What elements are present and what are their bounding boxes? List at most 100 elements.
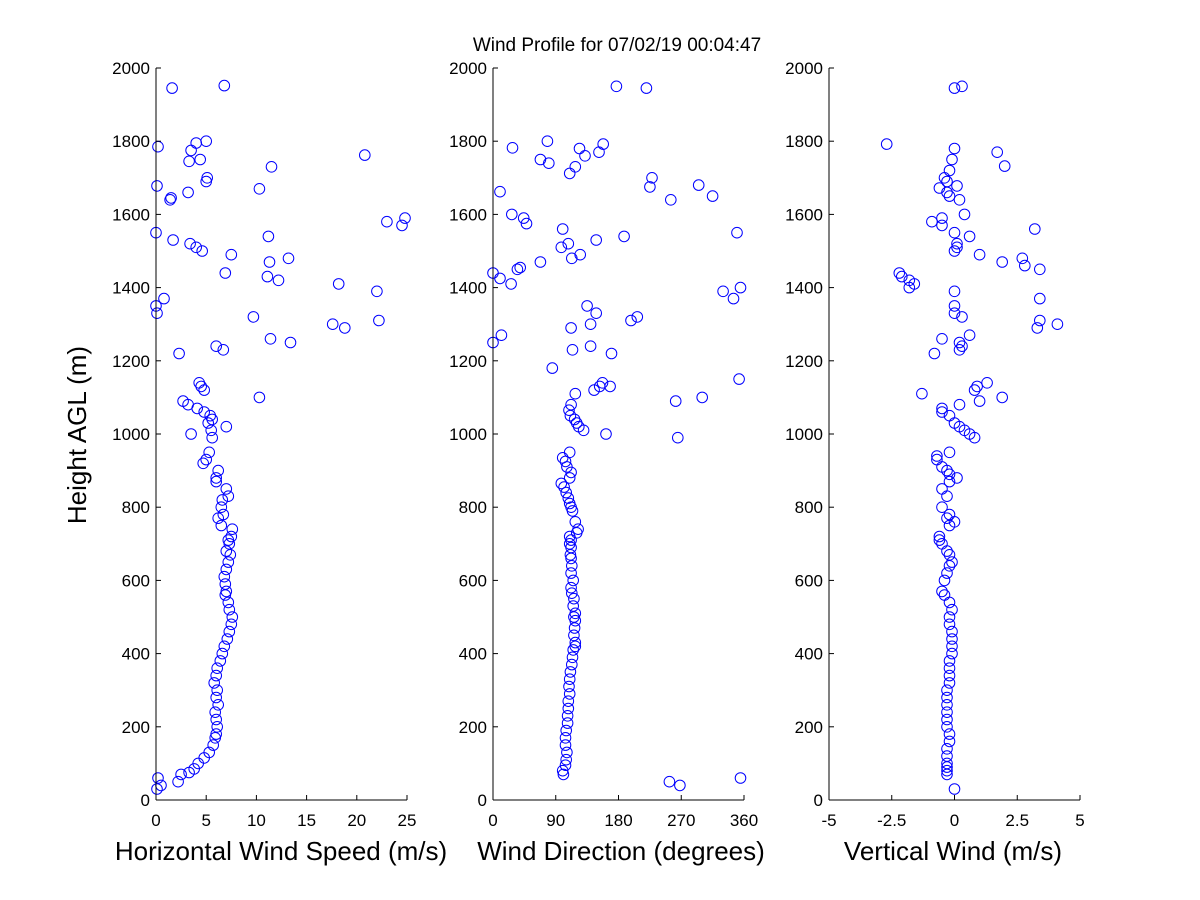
speed-point <box>197 457 209 470</box>
vertical-point <box>943 446 956 459</box>
speed-point <box>219 578 232 590</box>
speed-point <box>205 424 217 437</box>
speed-point <box>158 292 170 305</box>
direction-point <box>569 516 582 528</box>
speed-point <box>183 155 195 168</box>
direction-point <box>565 322 577 334</box>
speed-point <box>184 237 196 250</box>
direction-point <box>672 431 684 444</box>
direction-point <box>588 384 600 396</box>
speed-x-tick-label: 0 <box>151 811 160 830</box>
speed-point <box>212 464 224 477</box>
speed-y-tick-label: 0 <box>141 791 150 810</box>
vertical-point <box>941 567 953 579</box>
direction-x-tick-label: 180 <box>604 811 632 830</box>
speed-point <box>381 215 393 228</box>
direction-point <box>563 404 575 417</box>
direction-point <box>541 135 554 147</box>
vertical-point <box>936 402 948 415</box>
vertical-points <box>880 80 1064 795</box>
vertical-point <box>938 589 951 601</box>
speed-point <box>218 570 231 583</box>
vertical-point <box>998 160 1011 172</box>
direction-x-axis-label: Wind Direction (degrees) <box>477 836 765 866</box>
speed-point <box>200 453 212 466</box>
direction-point <box>569 636 582 649</box>
speed-point <box>219 267 232 279</box>
speed-point <box>220 585 233 598</box>
direction-point <box>717 285 729 298</box>
speed-point <box>216 647 229 660</box>
speed-point <box>210 691 222 704</box>
speed-point <box>211 721 223 733</box>
vertical-x-tick-label: -2.5 <box>877 811 906 830</box>
speed-point <box>282 252 295 265</box>
vertical-point <box>941 743 953 755</box>
direction-point <box>631 311 644 323</box>
speed-y-tick-label: 1600 <box>112 205 150 224</box>
direction-point <box>674 779 686 792</box>
speed-point <box>202 417 214 429</box>
vertical-point <box>956 80 968 93</box>
direction-point <box>596 377 609 389</box>
direction-point <box>600 428 612 440</box>
direction-point <box>563 673 576 686</box>
direction-point <box>495 329 508 342</box>
direction-point <box>569 387 582 400</box>
vertical-y-tick-label: 400 <box>795 645 823 664</box>
speed-point <box>371 285 383 298</box>
vertical-y-tick-label: 200 <box>795 718 823 737</box>
speed-point <box>211 662 223 675</box>
speed-point <box>196 245 208 257</box>
speed-point <box>224 549 237 561</box>
vertical-point <box>1034 292 1046 305</box>
direction-point <box>517 212 530 224</box>
direction-point <box>706 190 719 202</box>
direction-point <box>574 248 587 261</box>
vertical-point <box>1034 314 1046 327</box>
vertical-point <box>941 186 953 199</box>
vertical-point <box>953 194 966 206</box>
vertical-point <box>943 618 956 631</box>
direction-point <box>696 391 709 404</box>
speed-point <box>210 728 222 740</box>
direction-point <box>563 688 576 700</box>
vertical-point <box>933 534 946 546</box>
direction-points <box>487 80 747 792</box>
vertical-point <box>943 669 956 682</box>
speed-point <box>183 766 195 779</box>
speed-point <box>396 219 408 232</box>
speed-point <box>253 183 266 195</box>
direction-point <box>564 409 577 422</box>
speed-point <box>264 333 277 345</box>
vertical-point <box>996 256 1009 268</box>
vertical-point <box>968 384 981 396</box>
vertical-point <box>973 248 986 261</box>
direction-y-tick-label: 1000 <box>449 425 487 444</box>
vertical-point <box>896 270 908 283</box>
speed-point <box>152 140 164 153</box>
vertical-point <box>943 677 956 689</box>
speed-point <box>191 402 203 415</box>
speed-point <box>182 186 194 199</box>
speed-point <box>223 625 236 638</box>
direction-y-tick-label: 200 <box>459 718 487 737</box>
direction-point <box>556 764 569 777</box>
speed-y-tick-label: 1000 <box>112 425 150 444</box>
direction-point <box>557 768 570 781</box>
direction-point <box>568 622 581 634</box>
vertical-point <box>948 82 961 94</box>
speed-point <box>222 596 235 609</box>
speed-point <box>210 472 222 484</box>
direction-point <box>534 256 547 268</box>
speed-y-tick-label: 1800 <box>112 132 150 151</box>
speed-point <box>209 706 221 719</box>
direction-point <box>556 223 569 235</box>
vertical-point <box>941 545 953 557</box>
vertical-point <box>1019 259 1031 272</box>
direction-point <box>565 466 577 479</box>
speed-point <box>222 534 235 546</box>
vertical-point <box>946 556 958 568</box>
direction-point <box>566 560 578 572</box>
speed-point <box>201 172 213 184</box>
